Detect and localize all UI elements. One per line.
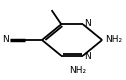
Text: N: N: [2, 36, 9, 44]
Text: N: N: [84, 19, 91, 28]
Text: NH₂: NH₂: [70, 66, 87, 75]
Text: NH₂: NH₂: [105, 36, 122, 44]
Text: N: N: [84, 52, 91, 61]
